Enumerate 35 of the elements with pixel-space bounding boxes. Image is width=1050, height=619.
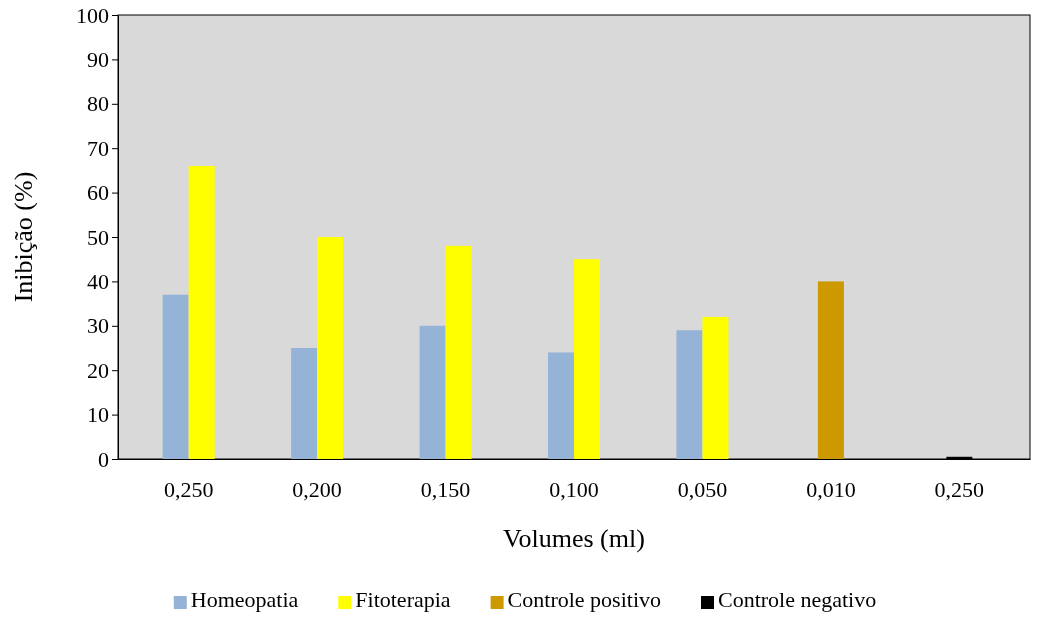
y-tick-label: 30 [87, 313, 109, 339]
y-tick-label: 0 [98, 446, 109, 472]
x-tick-label: 0,200 [292, 476, 342, 502]
y-axis-title: Inibição (%) [9, 171, 38, 303]
x-tick-label: 0,250 [934, 476, 985, 502]
x-axis-title: Volumes (ml) [503, 524, 645, 553]
y-tick-label: 50 [87, 224, 109, 250]
bar [162, 294, 189, 459]
x-tick-label: 0,250 [163, 476, 214, 502]
y-tick-label: 90 [87, 46, 109, 72]
bar [676, 330, 703, 459]
bar [188, 165, 215, 459]
legend-label: Homeopatia [190, 587, 299, 612]
bar [574, 259, 600, 459]
bar [317, 237, 344, 459]
legend-label: Controle positivo [507, 587, 661, 612]
bar [291, 348, 318, 459]
y-tick-label: 70 [87, 135, 109, 161]
y-tick-label: 40 [87, 268, 109, 294]
bar [817, 281, 844, 459]
y-tick-label: 60 [87, 180, 109, 206]
y-tick-label: 10 [87, 402, 109, 428]
x-tick-label: 0,150 [420, 476, 471, 502]
y-tick-label: 80 [87, 91, 109, 117]
bar [702, 316, 729, 459]
y-tick-label: 100 [76, 2, 109, 28]
bar [445, 245, 472, 459]
x-tick-label: 0,010 [806, 476, 856, 502]
bar [548, 352, 574, 459]
x-tick-label: 0,100 [549, 476, 599, 502]
legend-label: Controle negativo [717, 587, 877, 612]
y-tick-label: 20 [87, 357, 109, 383]
bar [419, 325, 446, 459]
x-tick-label: 0,050 [677, 476, 728, 502]
legend-label: Fitoterapia [355, 587, 451, 612]
